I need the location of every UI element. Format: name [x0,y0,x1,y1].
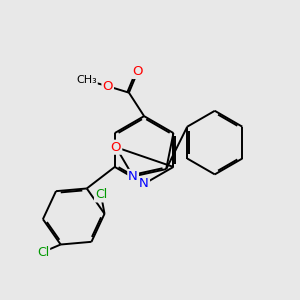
Text: Cl: Cl [95,188,107,202]
Text: N: N [128,170,138,183]
Text: O: O [103,80,113,93]
Text: O: O [111,141,121,154]
Text: CH₃: CH₃ [76,75,97,85]
Text: Cl: Cl [37,245,49,259]
Text: N: N [139,177,149,190]
Text: O: O [133,65,143,78]
